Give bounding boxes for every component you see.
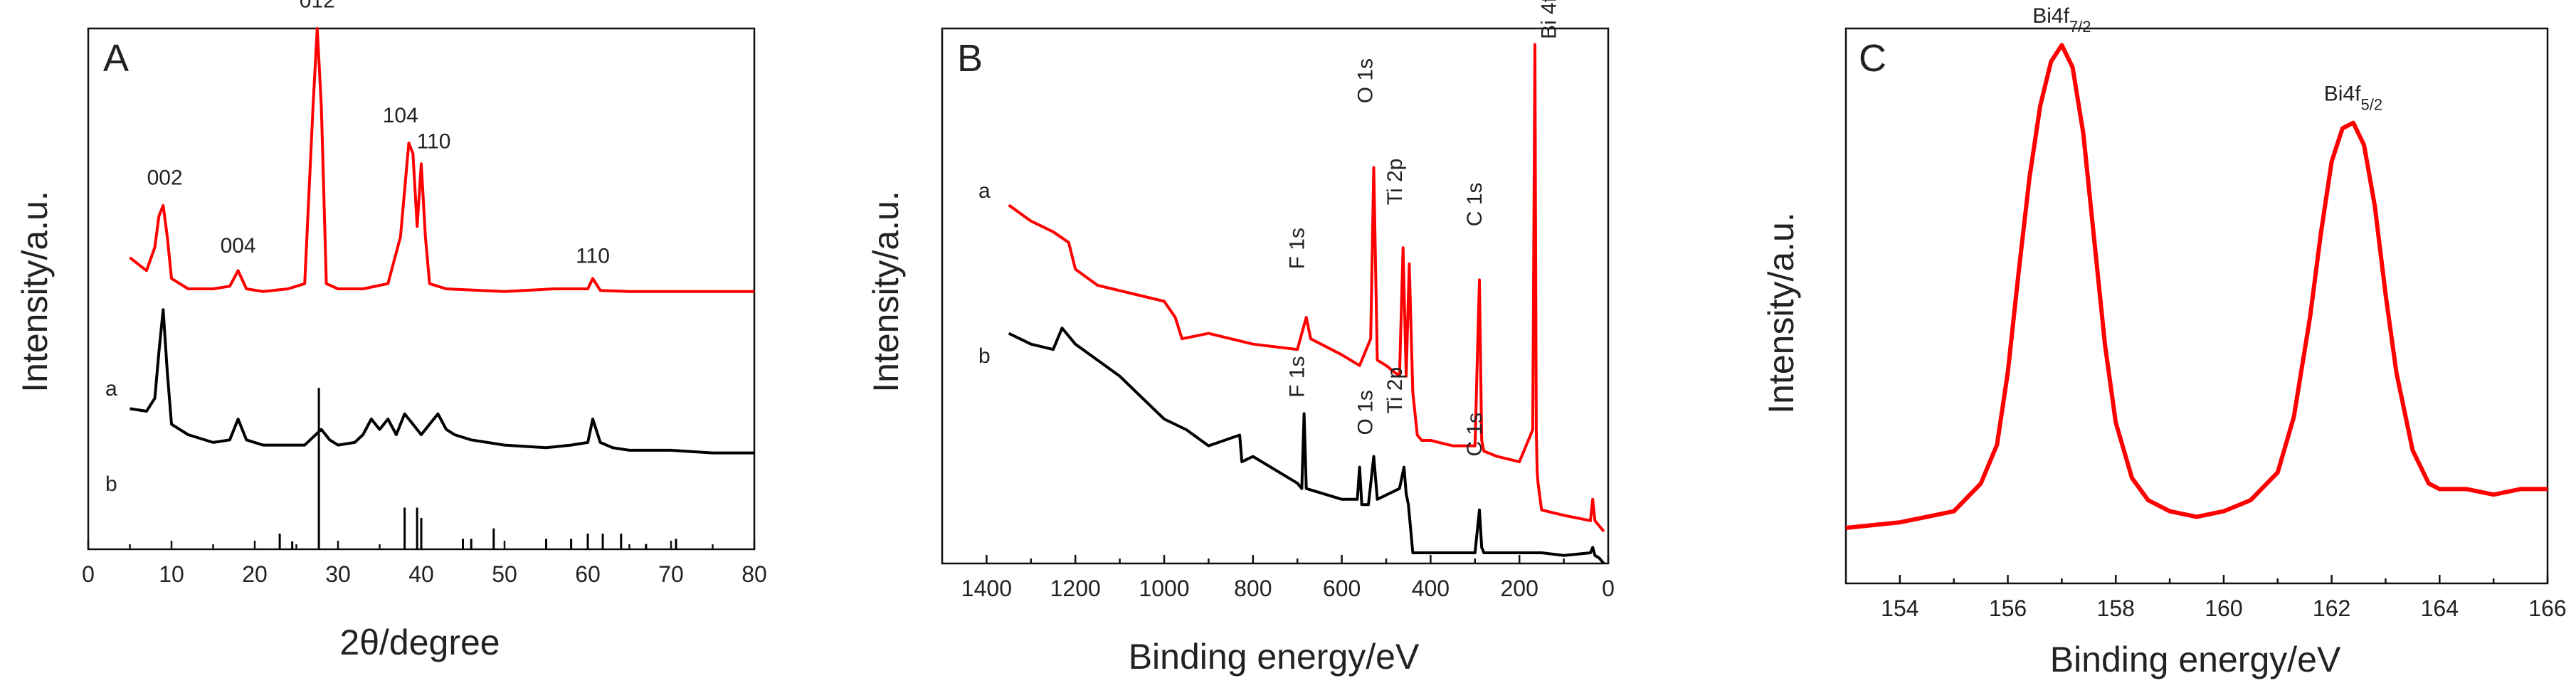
panel-a-curve-a-label: a: [105, 377, 117, 401]
panel-c-ylabel: Intensity/a.u.: [1761, 212, 1801, 414]
panel-a-peak-label: 104: [383, 104, 418, 127]
panel-a-xtick-label: 80: [741, 561, 767, 587]
panel-a-peak-label: 110: [417, 129, 451, 153]
panel-c-series-bi4f: [1845, 43, 2548, 530]
panel-b-frame: [941, 27, 1610, 565]
panel-a-peak-label: 002: [147, 166, 183, 190]
panel-c-xtick-label: 158: [2097, 595, 2135, 621]
panel-a-series-b: [130, 308, 754, 455]
panel-a-xlabel: 2θ/degree: [339, 623, 500, 662]
panel-a-peak-label: 012: [300, 0, 335, 13]
panel-b-xtick-label: 1400: [961, 576, 1012, 601]
panel-c: C Binding energy/eV Intensity/a.u. 154 15…: [1761, 4, 2567, 679]
panel-b-series-a: [1008, 43, 1605, 533]
panel-a-letter: A: [103, 37, 129, 80]
panel-b-xtick-label: 400: [1412, 576, 1450, 601]
panel-b-peak-label: Bi 4f: [1537, 0, 1561, 39]
panel-b-xtick-label: 200: [1501, 576, 1538, 601]
panel-a-xtick-label: 40: [408, 561, 434, 587]
panel-b-xtick-label: 600: [1323, 576, 1361, 601]
panel-a-ylabel: Intensity/a.u.: [15, 191, 55, 393]
panel-b-curve-b-label: b: [978, 344, 991, 368]
panel-b-peak-label: Ti 2p: [1383, 367, 1407, 414]
panel-c-letter: C: [1859, 37, 1886, 80]
panel-b-peak-label: C 1s: [1463, 413, 1487, 457]
panel-a-peak-label: 110: [576, 244, 610, 268]
panel-c-xtick-label: 160: [2205, 595, 2242, 621]
panel-b: B Binding energy/eV Intensity/a.u. a b 1…: [866, 0, 1615, 677]
panel-b-peak-label: O 1s: [1354, 390, 1378, 435]
panel-b-peak-label: C 1s: [1463, 183, 1487, 227]
panel-b-xlabel: Binding energy/eV: [1129, 637, 1420, 677]
panel-c-xtick-label: 166: [2528, 595, 2566, 621]
panel-c-xlabel: Binding energy/eV: [2050, 640, 2341, 679]
panel-a-xtick-label: 50: [492, 561, 517, 587]
panel-b-peak-label: O 1s: [1354, 58, 1378, 103]
panel-c-peak-label: Bi4f5/2: [2324, 82, 2382, 113]
panel-c-xtick-label: 162: [2313, 595, 2350, 621]
panel-c-xtick-label: 154: [1881, 595, 1918, 621]
panel-b-xtick-label: 1200: [1050, 576, 1101, 601]
panel-a-peak-label: 004: [221, 234, 256, 258]
panel-b-series-b: [1008, 327, 1605, 565]
panel-a-xtick-label: 60: [575, 561, 601, 587]
panel-b-xtick-label: 1000: [1139, 576, 1189, 601]
panel-a-xtick-label: 10: [159, 561, 184, 587]
panel-b-xtick-label: 0: [1602, 576, 1615, 601]
panel-c-xtick-label: 156: [1989, 595, 2027, 621]
panel-b-ylabel: Intensity/a.u.: [866, 191, 906, 393]
panel-c-peak-label: Bi4f7/2: [2032, 4, 2091, 36]
panel-b-xtick-label: 800: [1234, 576, 1272, 601]
panel-a-xtick-label: 70: [658, 561, 684, 587]
panel-b-curve-a-label: a: [978, 179, 991, 203]
panel-a-curve-b-label: b: [105, 472, 117, 496]
panel-a-xtick-label: 30: [325, 561, 351, 587]
panel-b-peak-label: F 1s: [1286, 356, 1309, 398]
panel-c-xtick-label: 164: [2421, 595, 2459, 621]
panel-a-xtick-label: 0: [82, 561, 95, 587]
panel-b-peak-label: F 1s: [1286, 228, 1309, 269]
panel-b-letter: B: [957, 37, 983, 80]
panel-a-series-a: [129, 27, 754, 293]
panel-a: A 2θ/degree Intensity/a.u. a b 0 10 20 30 40…: [15, 0, 767, 662]
panel-b-peak-label: Ti 2p: [1383, 159, 1407, 206]
panel-a-xtick-label: 20: [242, 561, 268, 587]
panel-c-frame: [1844, 27, 2549, 585]
